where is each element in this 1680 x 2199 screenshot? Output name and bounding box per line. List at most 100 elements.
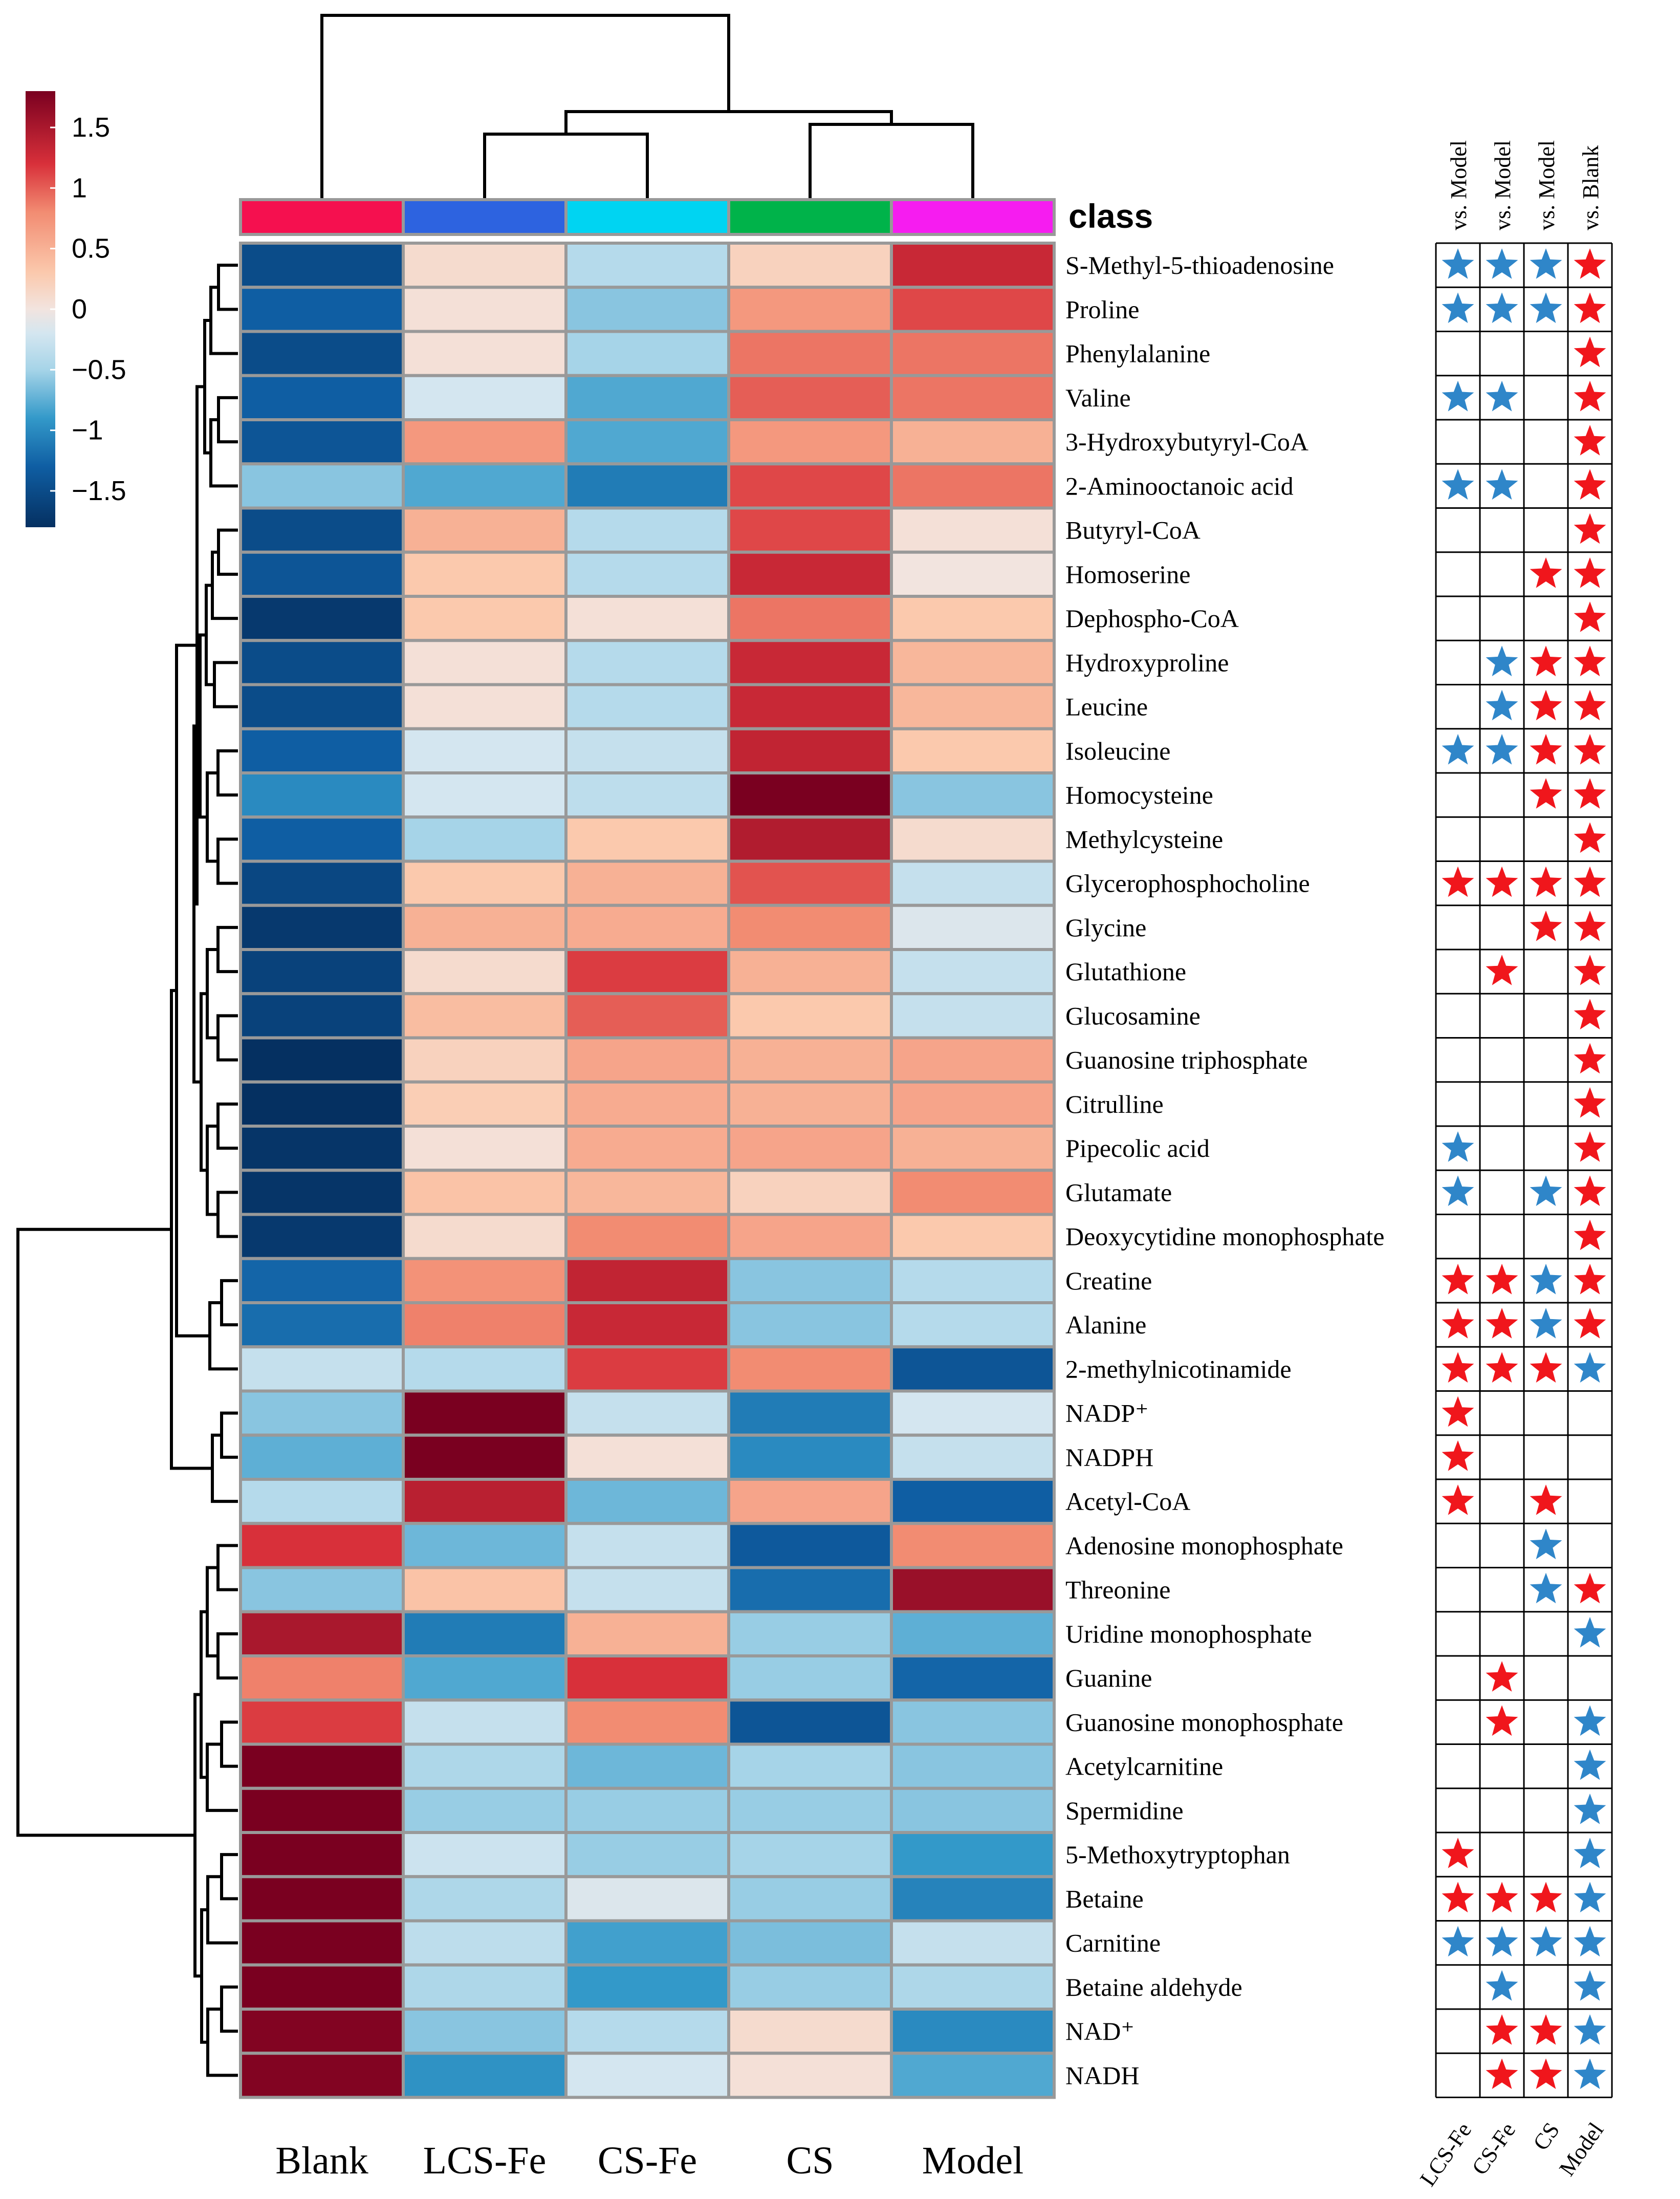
heatmap-cell — [890, 286, 1056, 333]
heatmap-cell — [890, 1301, 1056, 1349]
heatmap-cell — [890, 1478, 1056, 1525]
heatmap-cell — [890, 1080, 1056, 1128]
red-star-icon — [1574, 822, 1606, 853]
dendro-branch — [209, 286, 238, 355]
heatmap-cell — [239, 948, 405, 996]
heatmap-cell — [239, 2008, 405, 2055]
class-bar: class — [239, 197, 1153, 236]
heatmap-cell — [239, 1080, 405, 1128]
heatmap-cell — [402, 1742, 568, 1790]
heatmap-cell — [890, 903, 1056, 951]
row-label: Guanine — [1065, 1664, 1152, 1692]
sig-bottom-label: CS-Fe — [1467, 2118, 1521, 2180]
heatmap-cell — [564, 639, 730, 686]
heatmap-cell — [402, 330, 568, 377]
heatmap-cell — [564, 242, 730, 289]
red-star-icon — [1574, 557, 1606, 588]
dendro-branch — [206, 1566, 218, 1657]
heatmap-cell — [402, 683, 568, 730]
heatmap-cell — [402, 1522, 568, 1569]
heatmap-cell — [890, 506, 1056, 554]
heatmap-cell — [890, 550, 1056, 598]
heatmap-cell — [239, 815, 405, 863]
row-label: Guanosine triphosphate — [1065, 1046, 1308, 1074]
heatmap-cell — [239, 1301, 405, 1349]
blue-star-icon — [1442, 380, 1474, 412]
heatmap-cell — [890, 1698, 1056, 1746]
heatmap-cell — [727, 1478, 893, 1525]
dendro-branch — [217, 528, 238, 576]
heatmap-cell — [890, 330, 1056, 377]
heatmap-cell — [402, 1610, 568, 1657]
heatmap-cell — [402, 903, 568, 951]
row-label: Betaine aldehyde — [1065, 1973, 1242, 2001]
heatmap-cell — [239, 727, 405, 774]
heatmap-cell — [239, 286, 405, 333]
row-label: Valine — [1065, 383, 1131, 412]
heatmap-cell — [239, 1742, 405, 1790]
heatmap-cell — [402, 727, 568, 774]
dendro-branch — [216, 1544, 238, 1591]
heatmap-cell — [727, 1257, 893, 1304]
heatmap-cell — [564, 1169, 730, 1216]
heatmap-cell — [727, 1963, 893, 2011]
heatmap-cell — [727, 948, 893, 996]
blue-star-icon — [1486, 645, 1518, 677]
heatmap-cell — [239, 1698, 405, 1746]
heatmap-cell — [564, 1345, 730, 1393]
column-label: CS-Fe — [598, 2139, 697, 2182]
blue-star-icon — [1574, 1749, 1606, 1780]
heatmap-cell — [727, 2008, 893, 2055]
row-label: Acetyl-CoA — [1065, 1487, 1190, 1516]
heatmap-cell — [402, 859, 568, 907]
sig-top-label: vs. Model — [1446, 140, 1471, 230]
legend-tick-label: 1.5 — [72, 112, 110, 143]
sig-top-label: vs. Model — [1490, 140, 1515, 230]
row-label: Acetylcarnitine — [1065, 1752, 1223, 1781]
heatmap-cell — [727, 1213, 893, 1260]
heatmap-cell — [564, 1698, 730, 1746]
sig-top-label: vs. Model — [1534, 140, 1559, 230]
row-label: Butyryl-CoA — [1065, 516, 1201, 545]
heatmap-cell — [727, 1786, 893, 1834]
dendro-branch — [216, 1014, 238, 1062]
heatmap-cell — [564, 1301, 730, 1349]
heatmap-cell — [727, 683, 893, 730]
blue-star-icon — [1486, 292, 1518, 324]
red-star-icon — [1530, 1484, 1562, 1515]
heatmap-cell — [890, 242, 1056, 289]
dendro-branch — [216, 1632, 238, 1680]
heatmap-cell — [402, 1654, 568, 1702]
row-label: Hydroxyproline — [1065, 648, 1229, 677]
red-star-icon — [1486, 1661, 1518, 1692]
heatmap-cell — [727, 771, 893, 819]
heatmap-cell — [727, 418, 893, 466]
blue-star-icon — [1574, 1926, 1606, 1957]
heatmap-cell — [564, 1831, 730, 1879]
heatmap-cell — [239, 1786, 405, 1834]
heatmap-cell — [239, 242, 405, 289]
heatmap-cell — [727, 1522, 893, 1569]
heatmap-cell — [564, 374, 730, 421]
dendro-branch — [213, 661, 238, 708]
class-label: class — [1068, 197, 1153, 235]
row-label: Phenylalanine — [1065, 339, 1210, 368]
red-star-icon — [1486, 1308, 1518, 1339]
heatmap-cell — [564, 1036, 730, 1084]
dendro-branch — [216, 749, 238, 797]
heatmap-cell — [890, 639, 1056, 686]
row-label: NAD⁺ — [1065, 2017, 1134, 2045]
class-color-block — [402, 198, 568, 236]
heatmap-cell — [564, 286, 730, 333]
column-label: LCS-Fe — [423, 2139, 547, 2182]
heatmap-cell — [402, 1169, 568, 1216]
row-label: Guanosine monophosphate — [1065, 1708, 1343, 1736]
red-star-icon — [1442, 1484, 1474, 1515]
heatmap-cell — [727, 815, 893, 863]
heatmap-cell — [564, 948, 730, 996]
row-label: Threonine — [1065, 1576, 1170, 1604]
dendro-branch — [216, 1102, 238, 1150]
blue-star-icon — [1530, 292, 1562, 324]
heatmap-cell — [564, 1786, 730, 1834]
